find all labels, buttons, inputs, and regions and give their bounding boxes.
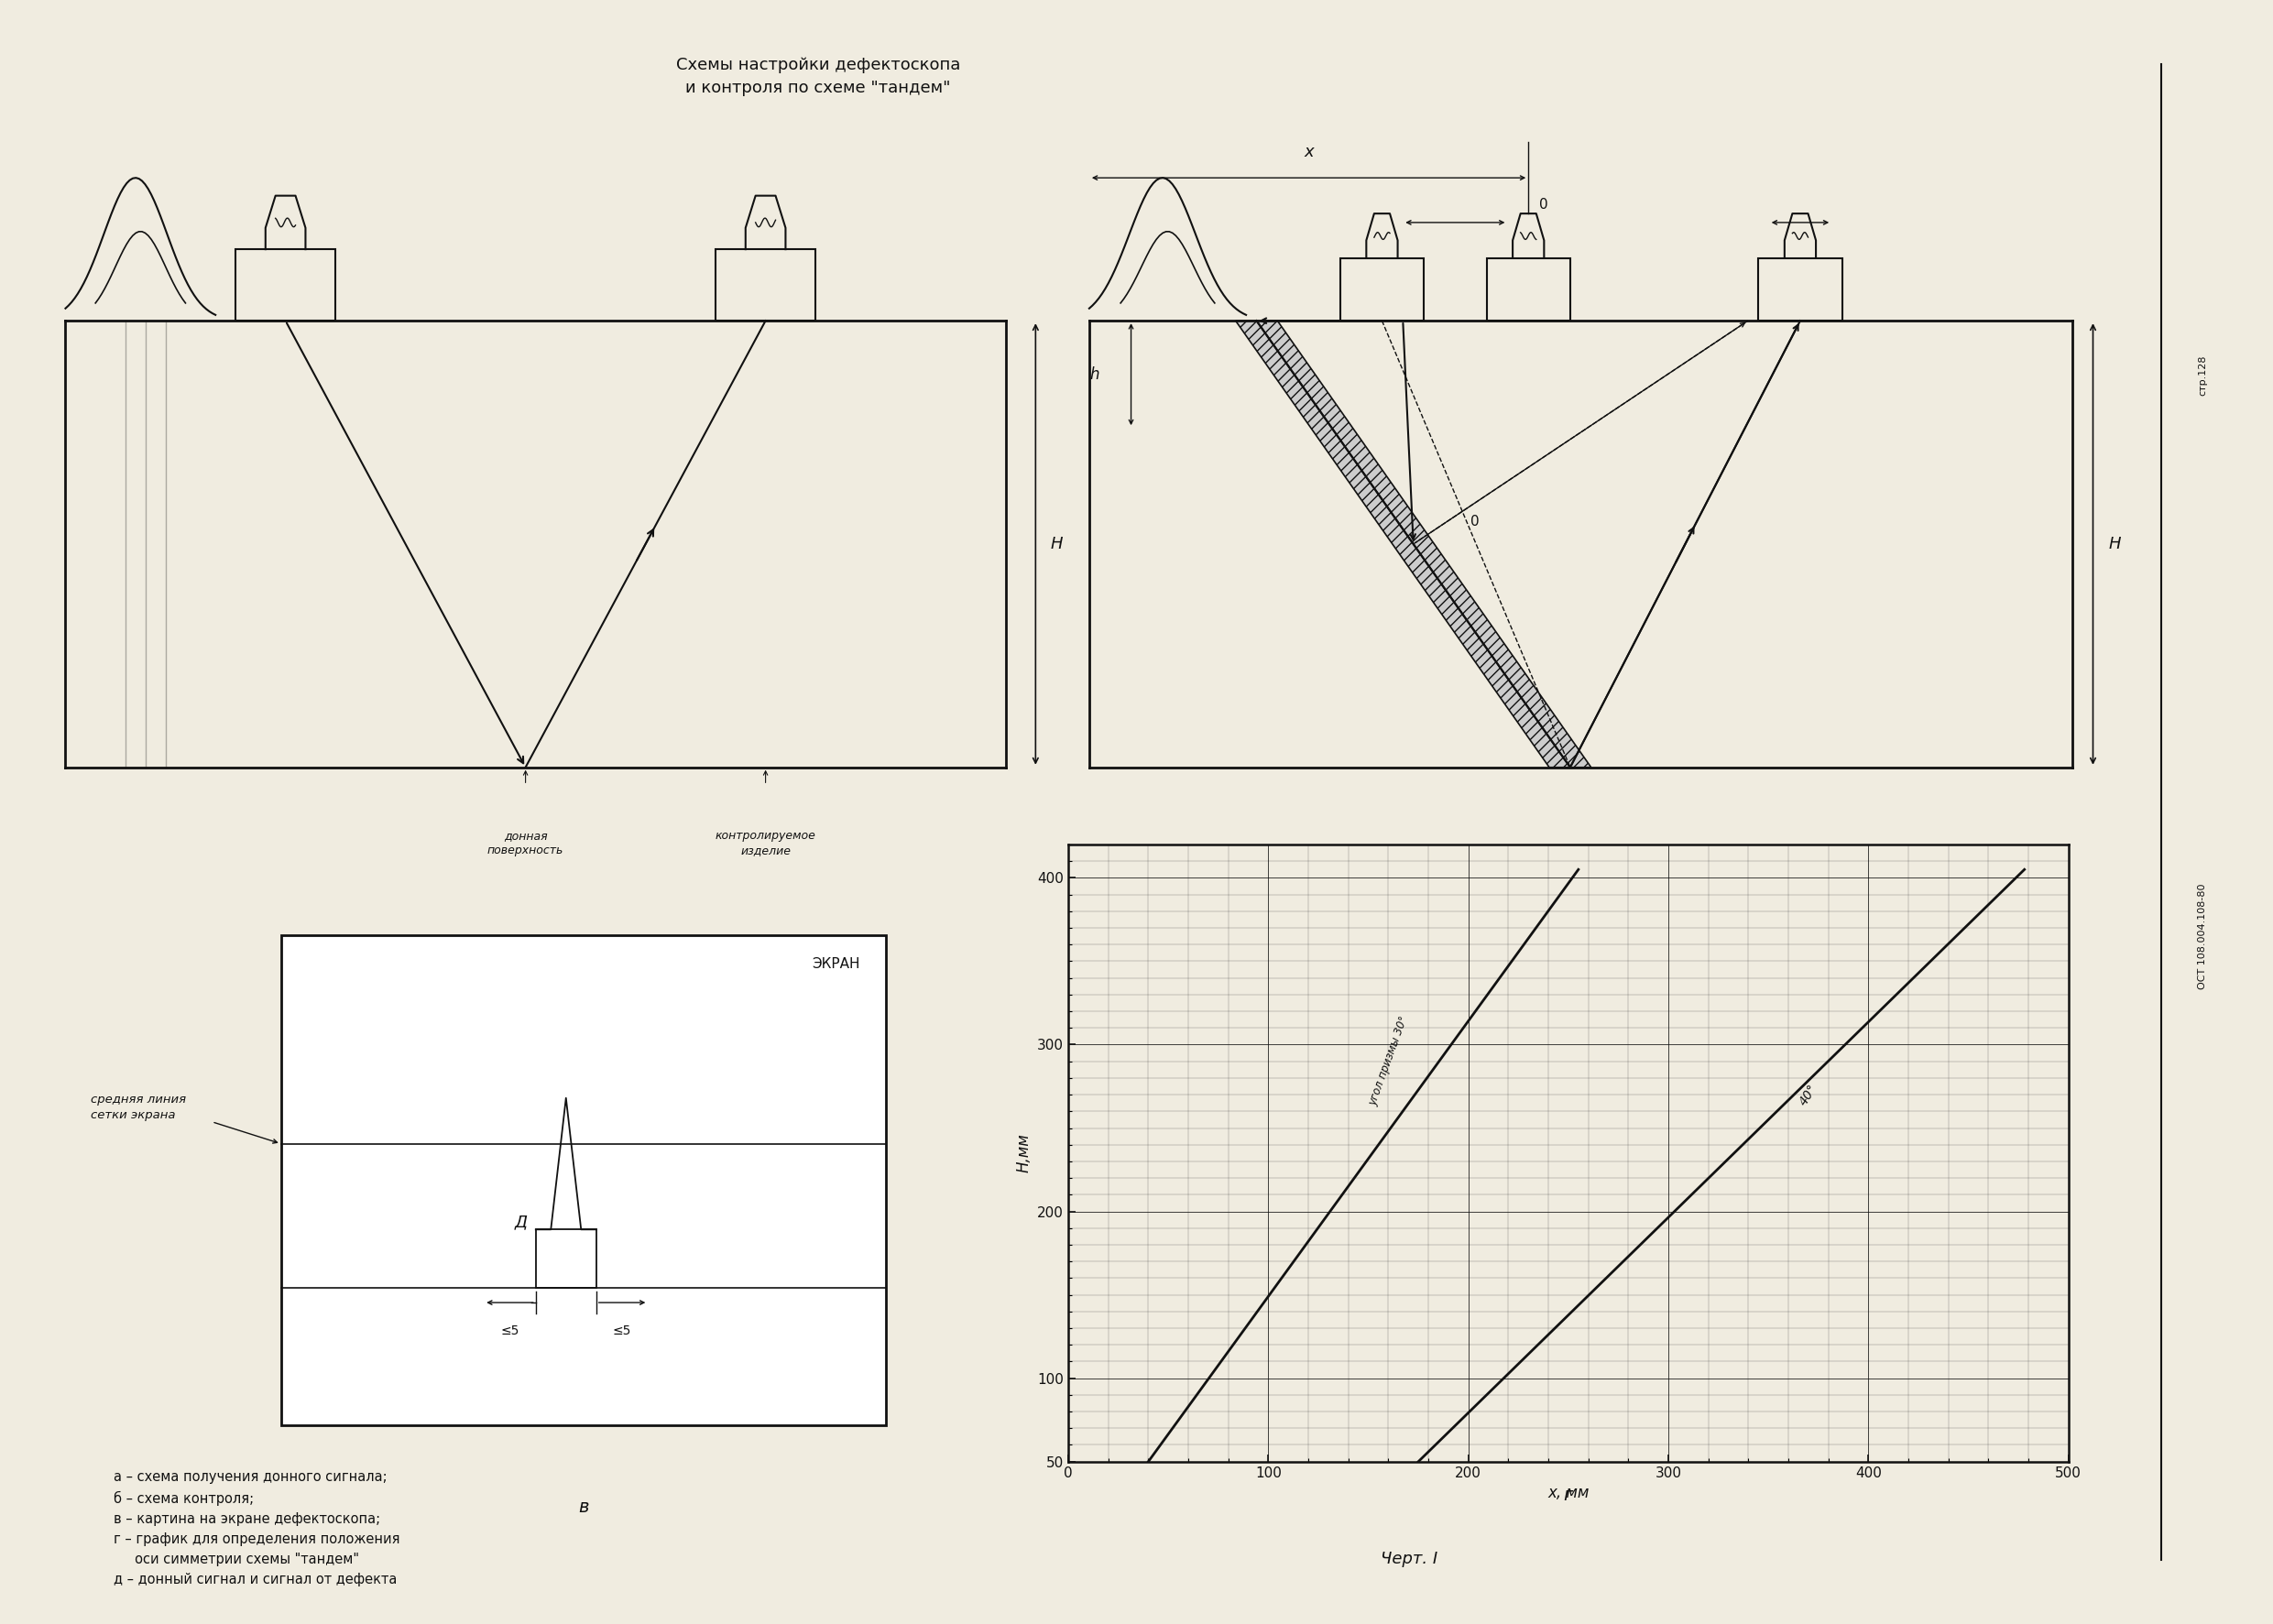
Text: 40°: 40° (1798, 1082, 1821, 1108)
Bar (1341, 258, 1423, 320)
Text: в: в (577, 1497, 589, 1515)
Text: донная
поверхность: донная поверхность (486, 830, 564, 856)
Bar (1759, 258, 1841, 320)
Bar (282, 935, 886, 1426)
Text: б: б (1587, 848, 1596, 866)
Text: ≤5: ≤5 (500, 1325, 518, 1337)
Text: 0: 0 (1539, 198, 1548, 211)
Text: средняя линия
сетки экрана: средняя линия сетки экрана (91, 1093, 186, 1121)
Text: H: H (1050, 536, 1064, 552)
Bar (716, 248, 816, 320)
Bar (536, 1229, 596, 1288)
Text: 0: 0 (1471, 515, 1480, 528)
Text: стр.128: стр.128 (2198, 356, 2207, 396)
Text: Д: Д (514, 1215, 527, 1231)
Text: контролируемое
изделие: контролируемое изделие (716, 830, 816, 856)
Bar (1487, 258, 1571, 320)
Bar (236, 248, 336, 320)
Text: H: H (2109, 536, 2121, 552)
Text: ≤5: ≤5 (614, 1325, 632, 1337)
Text: h: h (1091, 365, 1100, 383)
Text: x: x (1305, 143, 1314, 159)
Text: угол призмы 30°: угол призмы 30° (1366, 1015, 1409, 1108)
X-axis label: x, мм: x, мм (1548, 1484, 1589, 1501)
Text: а – схема получения донного сигнала;
б – схема контроля;
в – картина на экране д: а – схема получения донного сигнала; б –… (114, 1470, 400, 1587)
Text: а: а (541, 973, 550, 991)
Text: ОСТ 108.004.108-80: ОСТ 108.004.108-80 (2198, 883, 2207, 989)
Text: Схемы настройки дефектоскопа
и контроля по схеме "тандем": Схемы настройки дефектоскопа и контроля … (675, 57, 961, 96)
Text: Черт. I: Черт. I (1380, 1551, 1439, 1567)
Y-axis label: H,мм: H,мм (1016, 1134, 1032, 1173)
Text: ЭКРАН: ЭКРАН (811, 957, 859, 971)
Polygon shape (1237, 320, 1591, 767)
Text: г: г (1564, 1486, 1573, 1504)
